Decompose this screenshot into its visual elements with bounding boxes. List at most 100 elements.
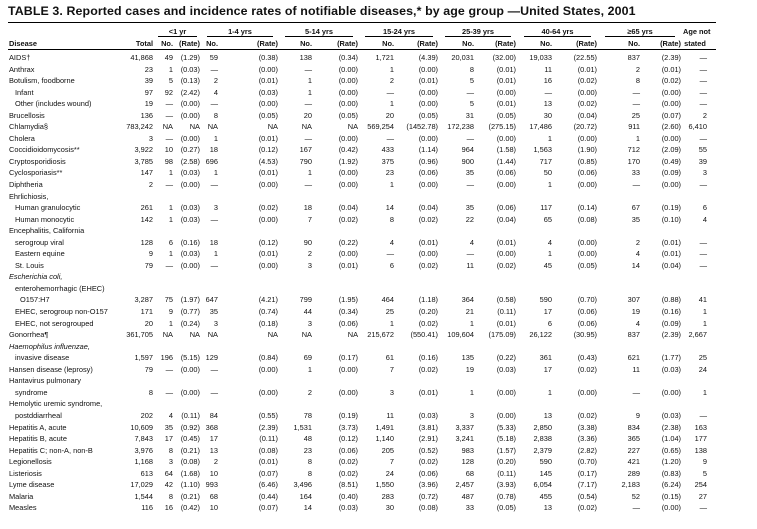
rate-cell: (1.04)	[661, 434, 682, 444]
rate-cell: (0.00)	[418, 249, 439, 259]
rate-cell: (0.00)	[338, 180, 359, 190]
disease-name: Human granulocytic	[15, 203, 81, 213]
count-cell: 13	[543, 99, 553, 109]
rate-cell: (0.85)	[577, 156, 598, 166]
count-cell	[518, 375, 554, 387]
count-cell	[155, 341, 175, 353]
rate-cell	[314, 191, 360, 203]
rate-cell: (0.06)	[338, 318, 359, 328]
rate-cell: (0.00)	[338, 76, 359, 86]
rate-cell: (0.00)	[338, 99, 359, 109]
count-cell: 3	[213, 318, 218, 328]
rate-cell	[476, 191, 518, 203]
count-cell: 993	[205, 480, 218, 490]
rate-cell: (0.07)	[258, 503, 278, 513]
rate-cell: (0.02)	[661, 76, 682, 86]
count-cell	[155, 191, 175, 203]
rate-cell: (0.10)	[661, 214, 682, 224]
rate-cell	[175, 341, 202, 353]
rate-cell: (0.11)	[497, 307, 517, 317]
rate-cell: (30.95)	[573, 330, 598, 340]
count-cell: 4	[469, 237, 475, 247]
count-cell: 138	[299, 53, 312, 62]
rate-cell	[476, 225, 518, 237]
rate-cell: (5.33)	[496, 422, 517, 432]
rate-cell: (0.16)	[418, 353, 439, 363]
rate-cell: (2.38)	[661, 422, 682, 432]
header-no: No.	[155, 37, 175, 50]
disease-name: Ehrlichiosis,	[9, 191, 49, 201]
disease-name: postddiarrheal	[15, 410, 62, 420]
total-cell: 20	[144, 318, 153, 328]
total-cell	[118, 283, 155, 295]
count-cell: 11	[632, 364, 641, 374]
count-cell: 1	[168, 318, 173, 328]
rate-cell: (1.10)	[180, 480, 200, 490]
age-not-stated-cell: 163	[694, 422, 708, 432]
disease-name: Cyclosporiasis**	[9, 168, 63, 178]
rate-cell: (0.00)	[661, 180, 682, 190]
rate-cell: (0.00)	[418, 133, 439, 143]
rate-cell	[396, 398, 440, 410]
count-cell: NA	[162, 330, 173, 340]
count-cell: 117	[540, 203, 553, 213]
rate-cell: (1.44)	[496, 156, 517, 166]
age-group-label: 25-39 yrs	[445, 27, 511, 37]
rate-cell: (0.03)	[661, 410, 682, 420]
header-disease: Disease	[8, 37, 118, 50]
rate-cell: (0.43)	[577, 353, 598, 363]
rate-cell: (0.27)	[180, 145, 200, 155]
count-cell: 790	[299, 156, 312, 166]
rate-cell	[220, 341, 280, 353]
count-cell: 307	[627, 295, 641, 305]
rate-cell	[396, 341, 440, 353]
rate-cell	[642, 225, 683, 237]
rate-cell: (0.42)	[338, 145, 359, 155]
count-cell: 45	[543, 260, 553, 270]
rate-cell: (0.00)	[258, 180, 278, 190]
total-cell: 23	[144, 64, 153, 74]
age-not-stated-cell: —	[699, 87, 708, 97]
total-cell: 19	[144, 99, 153, 109]
total-cell: 783,242	[126, 122, 153, 132]
count-cell: 84	[209, 410, 218, 420]
count-cell: 364	[461, 295, 475, 305]
rate-cell: (0.03)	[496, 364, 517, 374]
rate-cell: NA	[347, 122, 359, 132]
age-not-stated-cell: —	[699, 410, 708, 420]
count-cell	[280, 375, 314, 387]
rate-cell: (2.39)	[661, 330, 682, 340]
rate-cell: (0.01)	[258, 133, 278, 143]
age-group-header: ≥65 yrs	[599, 23, 683, 37]
count-cell: 1,531	[293, 422, 313, 432]
disease-name: Listeriosis	[9, 468, 42, 478]
count-cell: 8	[389, 214, 395, 224]
count-cell: 6	[389, 260, 395, 270]
rate-cell: (0.05)	[258, 110, 278, 120]
count-cell	[440, 375, 476, 387]
count-cell: NA	[207, 330, 218, 340]
table-row: O157:H7 3,287 75 (1.97) 647 (4.21) 799 (1.95) 46…	[8, 294, 716, 306]
age-not-stated-cell: 9	[702, 457, 708, 467]
rate-cell: (6.24)	[661, 480, 682, 490]
header-age-not: Age not	[683, 27, 711, 36]
age-not-stated-cell	[683, 271, 716, 283]
count-cell: 13	[543, 410, 553, 420]
age-group-header: 25-39 yrs	[440, 23, 518, 37]
count-cell: 49	[164, 53, 173, 62]
total-cell: 9	[148, 249, 153, 259]
count-cell: 1	[389, 64, 395, 74]
rate-cell	[220, 375, 280, 387]
count-cell: —	[210, 180, 218, 190]
rate-cell: (0.21)	[180, 445, 200, 455]
age-not-stated-cell: —	[699, 237, 708, 247]
count-cell: 20	[303, 110, 312, 120]
rate-cell: (0.16)	[661, 307, 682, 317]
count-cell: 35	[164, 422, 173, 432]
count-cell: 4	[547, 237, 553, 247]
table-row: Measles 116 16 (0.42) 10 (0.07) 14 (0.03) 30 (0.0…	[8, 502, 716, 514]
count-cell: 2,183	[621, 480, 641, 490]
table-row: Chlamydia§ 783,242 NA NA NA NA NA NA 569,254 (145…	[8, 121, 716, 133]
count-cell: 69	[303, 353, 312, 363]
table-row: Hansen disease (leprosy) 79 — (0.00) — (0.00)…	[8, 364, 716, 376]
